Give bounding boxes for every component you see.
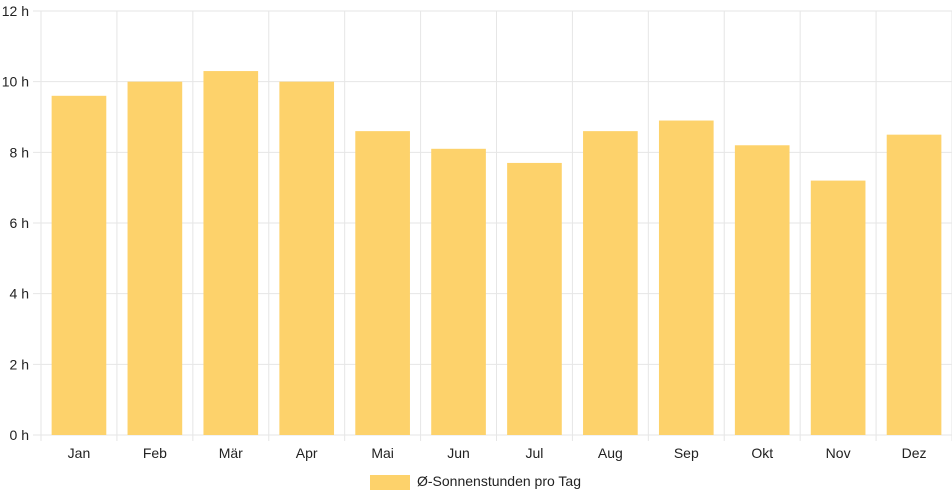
- bar-series: [51, 71, 942, 436]
- y-tick-label: 12 h: [2, 3, 29, 19]
- y-tick-label: 8 h: [10, 144, 29, 160]
- y-tick-label: 2 h: [10, 356, 29, 372]
- x-tick-label: Jun: [447, 445, 470, 461]
- grid-lines: [33, 10, 952, 441]
- x-tick-label: Mai: [371, 445, 394, 461]
- y-tick-label: 0 h: [10, 427, 29, 443]
- x-tick-label: Feb: [143, 445, 167, 461]
- bar-jan[interactable]: [51, 95, 107, 436]
- x-tick-label: Okt: [751, 445, 773, 461]
- bar-jul[interactable]: [507, 162, 562, 435]
- y-tick-label: 6 h: [10, 215, 29, 231]
- x-tick-label: Sep: [674, 445, 699, 461]
- y-axis: 0 h 2 h 4 h 6 h 8 h 10 h 12 h: [2, 3, 29, 443]
- legend-label: Ø-Sonnenstunden pro Tag: [417, 473, 581, 489]
- bar-mär[interactable]: [203, 71, 259, 436]
- x-tick-label: Apr: [296, 445, 318, 461]
- x-axis: Jan Feb Mär Apr Mai Jun Jul Aug Sep Okt Nov Dez: [68, 445, 927, 461]
- bar-dez[interactable]: [886, 134, 942, 435]
- y-tick-label: 10 h: [2, 74, 29, 90]
- x-tick-label: Nov: [826, 445, 851, 461]
- x-tick-label: Mär: [219, 445, 243, 461]
- bar-sep[interactable]: [658, 120, 714, 436]
- bar-jun[interactable]: [431, 148, 486, 436]
- x-tick-label: Jan: [68, 445, 91, 461]
- bar-nov[interactable]: [810, 180, 866, 435]
- legend[interactable]: Ø-Sonnenstunden pro Tag: [370, 473, 581, 490]
- legend-swatch: [370, 475, 410, 490]
- bar-feb[interactable]: [127, 81, 183, 436]
- bar-okt[interactable]: [734, 145, 790, 435]
- x-tick-label: Jul: [526, 445, 544, 461]
- y-tick-label: 4 h: [10, 286, 29, 302]
- bar-mai[interactable]: [355, 131, 410, 435]
- bar-apr[interactable]: [279, 81, 335, 436]
- bar-aug[interactable]: [583, 131, 638, 435]
- x-tick-label: Aug: [598, 445, 623, 461]
- x-tick-label: Dez: [902, 445, 927, 461]
